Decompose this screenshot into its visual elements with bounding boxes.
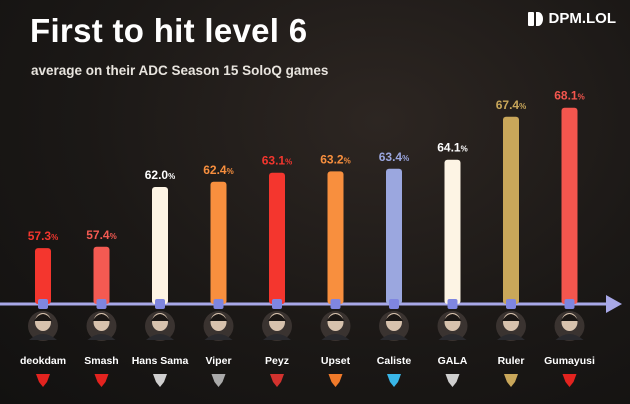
player-shirt [29, 334, 57, 340]
player-hair [209, 314, 228, 321]
brand-label: DPM.LOL [548, 10, 617, 27]
baseline-arrow [606, 295, 622, 313]
chart-title: First to hit level 6 [30, 12, 308, 49]
bar-base-marker [38, 299, 48, 309]
player-name-label[interactable]: Upset [321, 355, 351, 367]
data-label: 63.4% [379, 150, 409, 164]
karmine-corp-logo-icon [387, 374, 401, 387]
bar-base-marker [506, 299, 516, 309]
player-name-label[interactable]: Peyz [265, 355, 289, 367]
t1-logo-icon [94, 374, 109, 387]
player-hair [560, 314, 579, 321]
bar [35, 248, 51, 304]
kt-rolster-logo-icon [36, 374, 50, 387]
bar-base-marker [272, 299, 282, 309]
player-hair [268, 314, 286, 321]
player-name-label[interactable]: Caliste [377, 355, 412, 367]
player-shirt [321, 334, 350, 340]
player-hair [502, 314, 520, 321]
bar-base-marker [447, 299, 458, 309]
player-shirt [87, 334, 116, 340]
data-label: 57.4% [86, 228, 116, 242]
data-label: 63.1% [262, 154, 292, 168]
player-hair [385, 314, 403, 321]
player-shirt [146, 334, 174, 340]
player-name-label[interactable]: Viper [205, 355, 231, 367]
bar [386, 168, 402, 304]
brand[interactable]: DPM.LOL [527, 10, 617, 27]
player-shirt [204, 334, 233, 340]
bar-base-marker [155, 299, 165, 309]
player-shirt [438, 334, 467, 340]
player-name-label[interactable]: Hans Sama [132, 355, 189, 367]
g2-logo-icon [153, 374, 167, 387]
data-label: 67.4% [496, 98, 526, 112]
player-shirt [497, 334, 525, 340]
bar [503, 116, 519, 304]
player-hair [34, 314, 52, 321]
player-shirt [263, 334, 291, 340]
player-shirt [555, 334, 584, 340]
bar [561, 107, 578, 304]
player-name-label[interactable]: deokdam [20, 355, 66, 367]
bar-base-marker [330, 299, 341, 309]
data-label: 62.0% [145, 168, 175, 182]
player-name-label[interactable]: Smash [84, 355, 118, 367]
player-name-label[interactable]: GALA [438, 355, 468, 367]
bar [327, 171, 344, 304]
chart-subtitle: average on their ADC Season 15 SoloQ gam… [31, 63, 329, 78]
player-hair [92, 314, 111, 321]
gen-g-logo-icon [211, 374, 226, 387]
bar-base-marker [213, 299, 224, 309]
data-label: 68.1% [554, 89, 584, 103]
data-label: 63.2% [320, 152, 350, 166]
jdg-logo-icon [270, 374, 284, 387]
bar-base-marker [96, 299, 107, 309]
data-label: 62.4% [203, 163, 233, 177]
bar [269, 172, 285, 304]
data-label: 64.1% [437, 141, 467, 155]
bar [152, 187, 168, 304]
player-name-label[interactable]: Gumayusi [544, 355, 595, 367]
t1-logo-icon [562, 374, 577, 387]
dpm-logo-icon [527, 11, 543, 26]
ig-logo-icon [445, 374, 460, 387]
player-name-label[interactable]: Ruler [498, 355, 525, 367]
gen-g-logo-icon [504, 374, 518, 387]
bar [93, 246, 110, 304]
player-shirt [380, 334, 408, 340]
bar-base-marker [564, 299, 575, 309]
bar-base-marker [389, 299, 399, 309]
player-hair [326, 314, 345, 321]
bar [210, 181, 227, 304]
data-label: 57.3% [28, 229, 58, 243]
player-hair [151, 314, 169, 321]
fnatic-logo-icon [328, 374, 343, 387]
player-hair [443, 314, 462, 321]
bar [444, 159, 461, 304]
